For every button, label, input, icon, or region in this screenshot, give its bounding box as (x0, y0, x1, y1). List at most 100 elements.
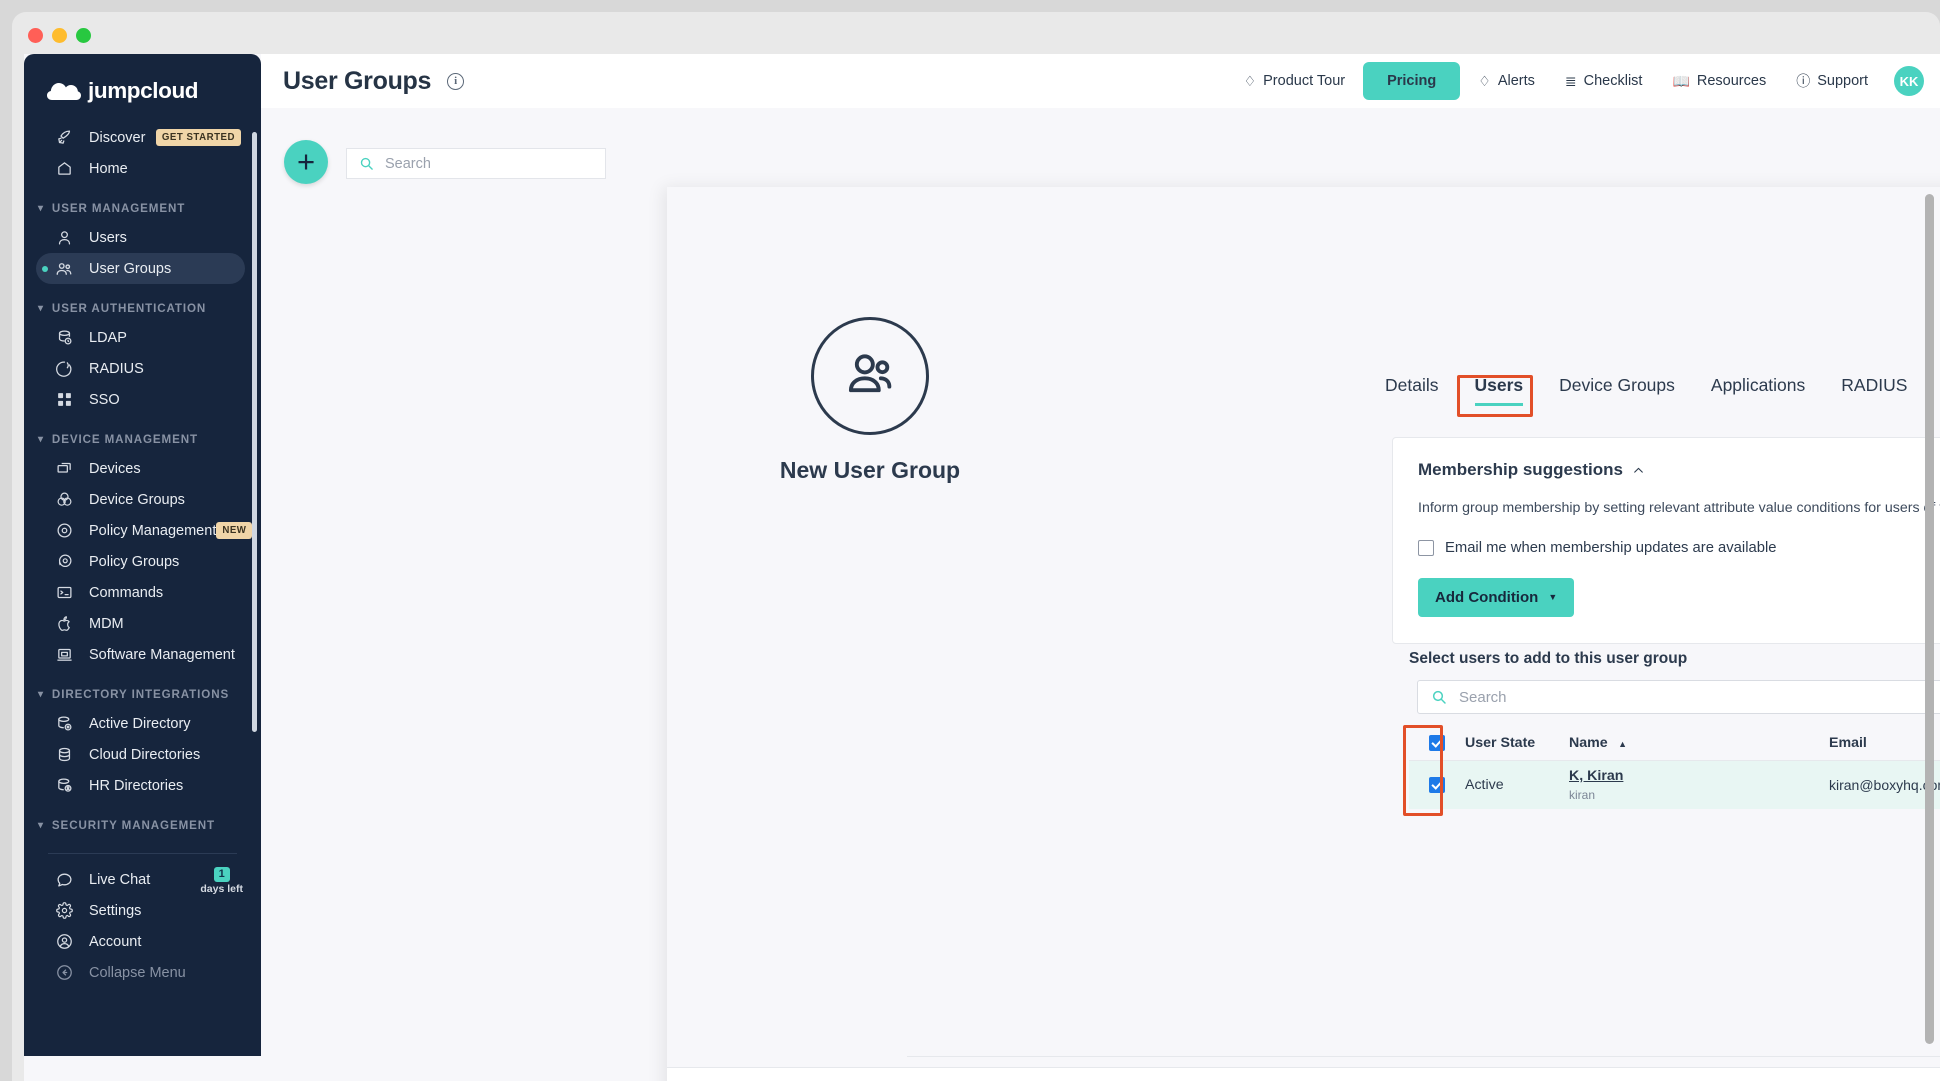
section-title: USER MANAGEMENT (51, 202, 186, 215)
window-maximize-button[interactable] (76, 28, 91, 43)
sidebar-item-settings[interactable]: Settings (36, 895, 245, 926)
policy-icon (54, 521, 74, 541)
tab-details[interactable]: Details (1385, 375, 1457, 406)
sidebar-item-hr-directories[interactable]: HR Directories (36, 770, 245, 801)
cloud-directory-icon (54, 745, 74, 765)
brand-logo-area[interactable]: jumpcloud (24, 54, 261, 122)
pricing-button[interactable]: Pricing (1363, 62, 1461, 100)
chevron-up-icon[interactable] (1632, 464, 1645, 477)
window-close-button[interactable] (28, 28, 43, 43)
ldap-database-icon (54, 328, 74, 348)
table-row[interactable]: Active K, Kiran kiran kiran@boxyhq.com (1409, 761, 1940, 809)
sidebar-item-cloud-directories[interactable]: Cloud Directories (36, 739, 245, 770)
sidebar-section-security-management[interactable]: ▾ SECURITY MANAGEMENT (24, 801, 261, 839)
sidebar-item-collapse-menu[interactable]: Collapse Menu (36, 957, 245, 988)
jumpcloud-cloud-icon (47, 83, 81, 100)
sidebar-item-commands[interactable]: Commands (36, 577, 245, 608)
apple-icon (54, 614, 74, 634)
sidebar-item-policy-management[interactable]: Policy Management NEW (36, 515, 253, 546)
sidebar-item-policy-groups[interactable]: Policy Groups (36, 546, 245, 577)
email-updates-checkbox-row[interactable]: Email me when membership updates are ava… (1418, 539, 1940, 556)
select-all-checkbox[interactable] (1429, 734, 1445, 751)
tab-radius[interactable]: RADIUS (1823, 375, 1925, 406)
checklist-button[interactable]: ≣ Checklist (1553, 65, 1655, 97)
email-updates-checkbox[interactable] (1418, 539, 1434, 556)
membership-suggestions-card: Membership suggestions Inform group memb… (1392, 437, 1940, 644)
sidebar-item-home[interactable]: Home (36, 153, 245, 184)
sidebar-item-active-directory[interactable]: Active Directory (36, 708, 245, 739)
membership-suggestions-header[interactable]: Membership suggestions (1418, 460, 1940, 480)
page-scrollbar[interactable] (1925, 194, 1934, 1044)
sidebar-item-label: Home (89, 160, 128, 177)
active-indicator-dot (42, 265, 48, 272)
collapse-icon (54, 963, 74, 983)
user-group-icon (54, 259, 74, 279)
add-user-group-button[interactable]: + (284, 140, 328, 184)
sidebar-item-software-management[interactable]: Software Management (36, 639, 245, 670)
sidebar-item-mdm[interactable]: MDM (36, 608, 245, 639)
sidebar-section-device-management[interactable]: ▾ DEVICE MANAGEMENT (24, 415, 261, 453)
sidebar-item-radius[interactable]: RADIUS (36, 353, 245, 384)
sidebar-scrollbar[interactable] (252, 132, 257, 732)
product-tour-button[interactable]: ♢ Product Tour (1232, 65, 1358, 97)
sort-ascending-icon: ▲ (1618, 738, 1628, 749)
sidebar-item-device-groups[interactable]: Device Groups (36, 484, 245, 515)
sidebar-item-ldap[interactable]: LDAP (36, 322, 245, 353)
support-button[interactable]: ⓘ Support (1784, 65, 1880, 97)
pricing-label: Pricing (1387, 73, 1437, 89)
sidebar-item-live-chat[interactable]: Live Chat 1 days left (36, 864, 245, 895)
info-icon[interactable]: i (447, 72, 465, 90)
modal-body: New User Group Details Users Devi (667, 187, 1940, 1067)
sso-grid-icon (54, 390, 74, 410)
sidebar-item-discover[interactable]: Discover GET STARTED (36, 122, 245, 153)
user-search-input[interactable]: Search (1417, 680, 1940, 714)
sidebar-section-user-authentication[interactable]: ▾ USER AUTHENTICATION (24, 284, 261, 322)
window-minimize-button[interactable] (52, 28, 67, 43)
section-title: SECURITY MANAGEMENT (51, 819, 216, 832)
tab-device-groups[interactable]: Device Groups (1541, 375, 1693, 406)
add-condition-button[interactable]: Add Condition ▼ (1418, 577, 1575, 617)
sidebar-item-label: Discover (89, 129, 146, 146)
home-icon (54, 159, 74, 179)
column-header-user-state[interactable]: User State (1465, 734, 1536, 751)
user-search-placeholder: Search (1459, 688, 1507, 706)
tab-label: Users (1474, 375, 1524, 395)
select-users-label: Select users to add to this user group (1409, 650, 1688, 667)
sidebar-item-account[interactable]: Account (36, 926, 245, 957)
question-circle-icon: ⓘ (1796, 73, 1811, 89)
avatar[interactable]: KK (1894, 66, 1924, 96)
user-groups-search-input[interactable]: Search (346, 148, 606, 179)
tab-users[interactable]: Users (1457, 375, 1542, 406)
sidebar-item-label: User Groups (89, 260, 172, 277)
devices-icon (54, 459, 74, 479)
user-icon (54, 228, 74, 248)
resources-button[interactable]: 📖 Resources (1660, 65, 1778, 97)
sidebar-item-devices[interactable]: Devices (36, 453, 245, 484)
search-icon (1432, 690, 1446, 704)
sidebar-section-directory-integrations[interactable]: ▾ DIRECTORY INTEGRATIONS (24, 670, 261, 708)
sidebar-item-label: Collapse Menu (89, 964, 186, 981)
user-name-link[interactable]: K, Kiran (1569, 768, 1624, 784)
tab-applications[interactable]: Applications (1693, 375, 1823, 406)
chevron-down-icon: ▾ (38, 302, 44, 314)
sidebar-item-label: Device Groups (89, 491, 185, 508)
chevron-down-icon: ▾ (38, 688, 44, 700)
column-header-name[interactable]: Name ▲ (1569, 734, 1829, 752)
column-header-email[interactable]: Email (1829, 734, 1867, 751)
rocket-icon (54, 128, 74, 148)
sidebar-item-label: Account (89, 933, 142, 950)
new-user-group-modal: ✕ New User Group (667, 187, 1940, 1081)
row-checkbox[interactable] (1429, 777, 1445, 793)
page-title: User Groups (283, 66, 432, 95)
cell-name: K, Kiran kiran (1569, 768, 1829, 802)
sidebar-item-users[interactable]: Users (36, 222, 245, 253)
brand-name: jumpcloud (88, 78, 199, 103)
sidebar-item-user-groups[interactable]: User Groups (36, 253, 245, 284)
alerts-button[interactable]: ♢ Alerts (1466, 65, 1547, 97)
sidebar-nav: Discover GET STARTED Home ▾ USER MANAGEM… (24, 122, 261, 1027)
policy-group-icon (54, 552, 74, 572)
sidebar-item-sso[interactable]: SSO (36, 384, 245, 415)
sidebar-section-user-management[interactable]: ▾ USER MANAGEMENT (24, 184, 261, 222)
sidebar-item-label: Policy Management (89, 522, 217, 539)
chevron-down-icon: ▾ (38, 202, 44, 214)
